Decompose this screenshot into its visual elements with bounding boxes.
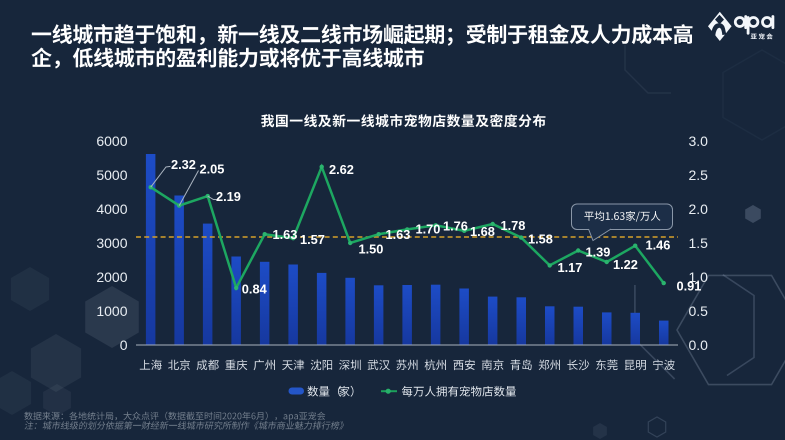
svg-text:1.63: 1.63 <box>386 227 411 242</box>
svg-text:0: 0 <box>120 337 128 353</box>
svg-text:5000: 5000 <box>96 167 127 183</box>
svg-text:2.05: 2.05 <box>200 162 225 177</box>
svg-text:2.32: 2.32 <box>171 157 196 172</box>
svg-text:0.0: 0.0 <box>689 337 709 353</box>
svg-text:2000: 2000 <box>96 269 127 285</box>
svg-text:1.76: 1.76 <box>443 219 468 234</box>
svg-text:2.62: 2.62 <box>329 162 354 177</box>
svg-text:1.58: 1.58 <box>528 232 553 247</box>
svg-text:0.84: 0.84 <box>242 282 268 297</box>
svg-text:1.57: 1.57 <box>300 232 325 247</box>
svg-text:2.0: 2.0 <box>689 201 709 217</box>
svg-text:1.17: 1.17 <box>558 260 583 275</box>
svg-text:4000: 4000 <box>96 201 127 217</box>
svg-text:1.0: 1.0 <box>689 269 709 285</box>
svg-text:0.91: 0.91 <box>677 279 702 294</box>
svg-text:1.22: 1.22 <box>613 257 638 272</box>
svg-text:3.0: 3.0 <box>689 133 709 149</box>
svg-text:1.46: 1.46 <box>646 238 671 253</box>
svg-text:1.70: 1.70 <box>416 221 441 236</box>
svg-text:3000: 3000 <box>96 235 127 251</box>
svg-text:1.50: 1.50 <box>359 242 384 257</box>
svg-text:1.39: 1.39 <box>586 245 611 260</box>
svg-text:2.5: 2.5 <box>689 167 709 183</box>
svg-text:2.19: 2.19 <box>216 189 241 204</box>
svg-text:1.5: 1.5 <box>689 235 709 251</box>
svg-text:0.5: 0.5 <box>689 303 709 319</box>
svg-text:1.63: 1.63 <box>273 227 298 242</box>
svg-text:1.68: 1.68 <box>470 224 495 239</box>
svg-text:1.78: 1.78 <box>501 218 526 233</box>
svg-text:6000: 6000 <box>96 133 127 149</box>
svg-text:1000: 1000 <box>96 303 127 319</box>
